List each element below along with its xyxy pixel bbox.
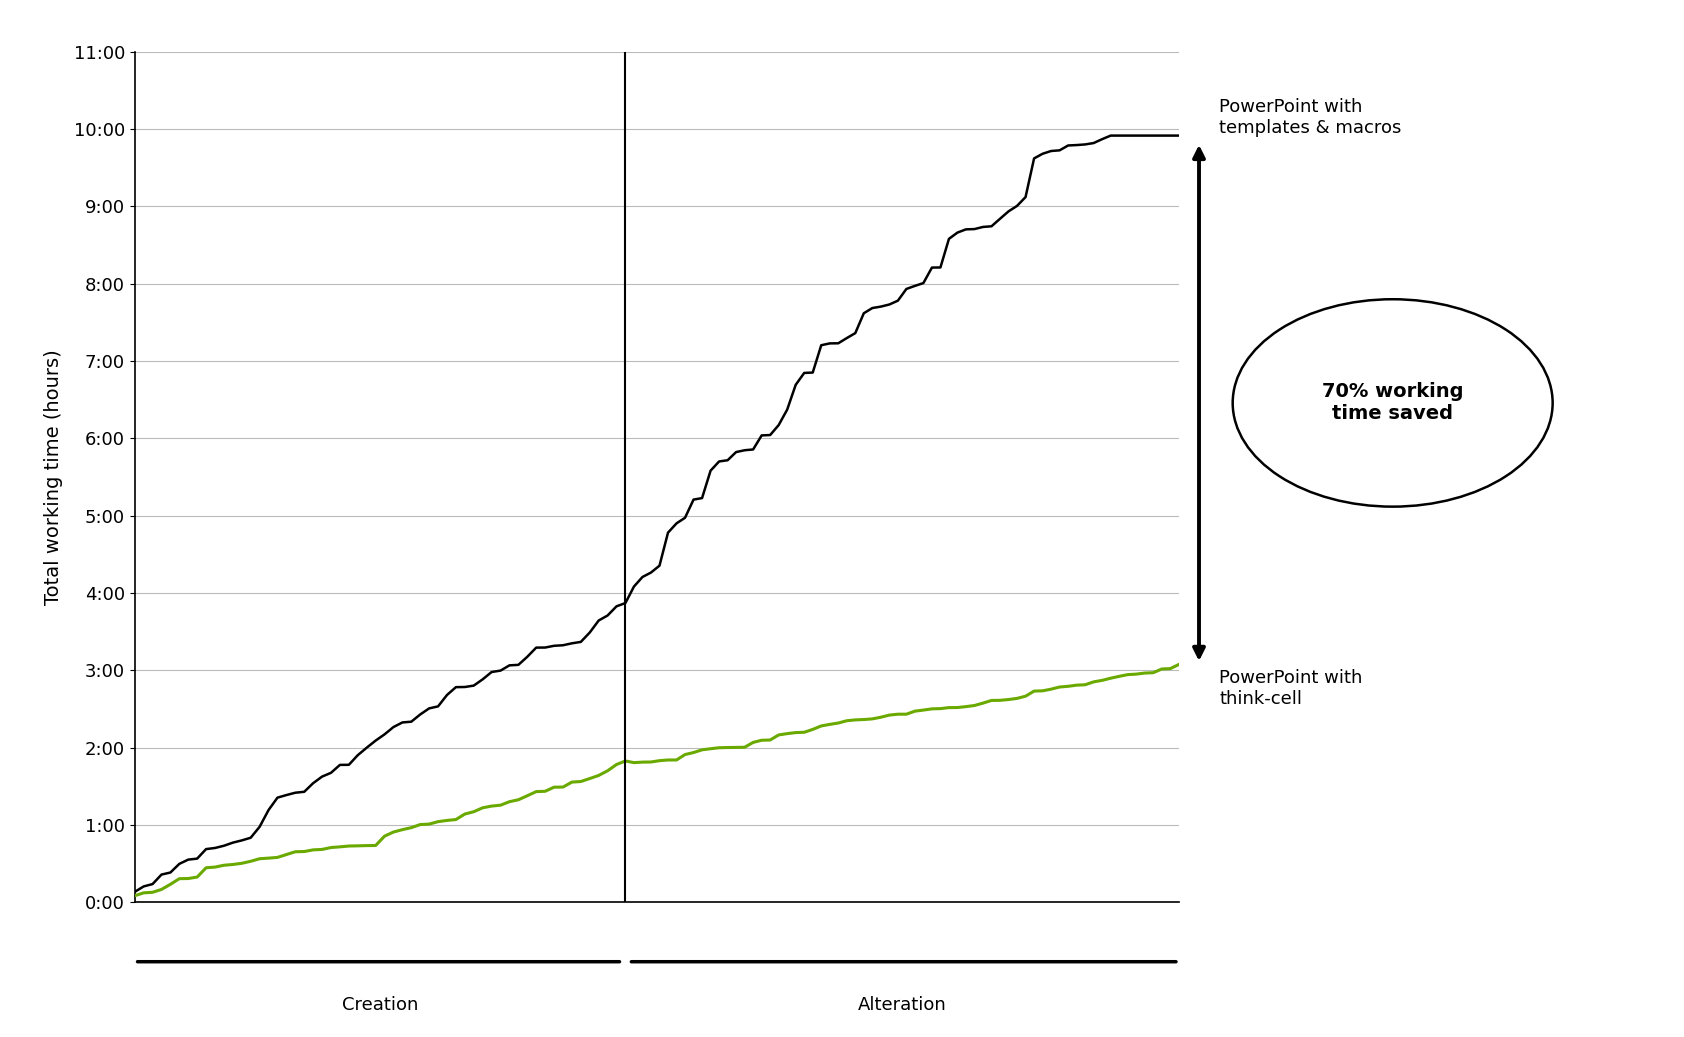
Text: Alteration: Alteration (857, 996, 946, 1014)
Text: PowerPoint with
templates & macros: PowerPoint with templates & macros (1219, 99, 1401, 137)
Text: 70% working
time saved: 70% working time saved (1322, 383, 1463, 423)
Text: PowerPoint with
think-cell: PowerPoint with think-cell (1219, 669, 1362, 708)
Y-axis label: Total working time (hours): Total working time (hours) (44, 349, 62, 605)
Text: Creation: Creation (342, 996, 418, 1014)
